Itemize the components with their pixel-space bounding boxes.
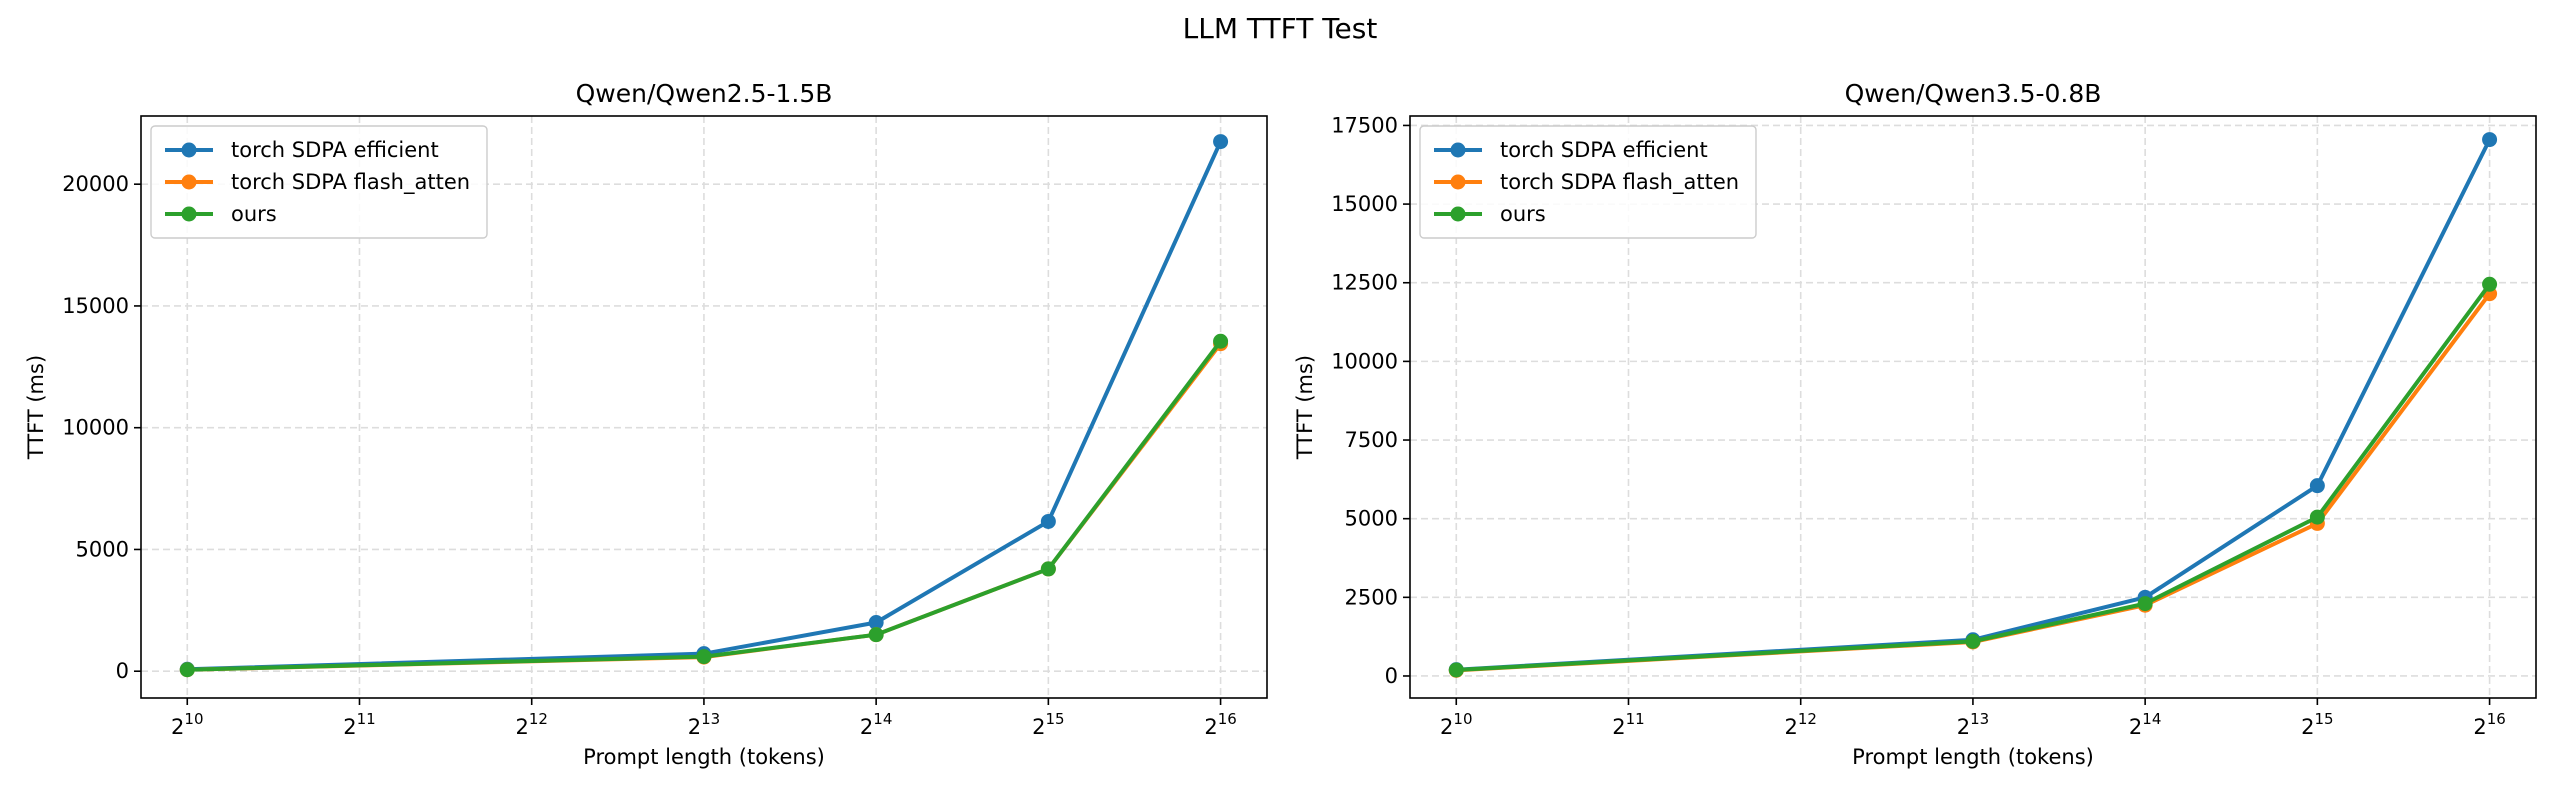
data-point xyxy=(2309,478,2325,494)
x-tick-label: 211 xyxy=(1612,710,1644,739)
x-tick-label: 212 xyxy=(1784,710,1816,739)
y-tick-label: 2500 xyxy=(1345,585,1398,609)
series-3 xyxy=(1448,276,2498,678)
chart-1: Qwen/Qwen2.5-1.5B 210 211 212 213 214 215 216 0 5… xyxy=(24,79,1268,769)
y-tick-label: 7500 xyxy=(1345,428,1398,452)
data-point xyxy=(868,627,884,643)
x-tick-label: 215 xyxy=(2301,710,2333,739)
data-point xyxy=(2137,596,2153,612)
x-tick-label: 210 xyxy=(1440,710,1472,739)
legend-label: torch SDPA efficient xyxy=(231,138,439,162)
y-tick-label: 10000 xyxy=(1331,349,1398,373)
data-point xyxy=(1213,333,1229,349)
x-tick-label: 214 xyxy=(860,710,892,739)
x-tick-label: 210 xyxy=(171,710,203,739)
data-point xyxy=(1448,662,1464,678)
data-point xyxy=(2482,132,2498,148)
x-axis-label: Prompt length (tokens) xyxy=(583,745,825,769)
x-tick-label: 215 xyxy=(1032,710,1064,739)
subplot-title: Qwen/Qwen3.5-0.8B xyxy=(1845,79,2102,108)
data-point xyxy=(1965,633,1981,649)
y-tick-label: 5000 xyxy=(76,537,129,561)
plots-container: Qwen/Qwen2.5-1.5B 210 211 212 213 214 215 216 0 5… xyxy=(24,79,2537,769)
data-point xyxy=(2482,276,2498,292)
legend: torch SDPA efficient torch SDPA flash_att… xyxy=(150,125,488,239)
x-axis-label: Prompt length (tokens) xyxy=(1852,745,2094,769)
y-tick-label: 15000 xyxy=(62,294,129,318)
y-axis-label: TTFT (ms) xyxy=(24,355,48,460)
x-tick-label: 214 xyxy=(2129,710,2161,739)
legend-label: torch SDPA flash_atten xyxy=(231,170,470,195)
legend-box xyxy=(150,125,488,239)
y-tick-label: 0 xyxy=(1385,664,1398,688)
subplot-title: Qwen/Qwen2.5-1.5B xyxy=(576,79,833,108)
y-tick-label: 17500 xyxy=(1331,113,1398,137)
x-tick-label: 213 xyxy=(688,710,720,739)
data-point xyxy=(1040,561,1056,577)
legend-marker xyxy=(1450,142,1466,158)
legend-box xyxy=(1419,125,1757,239)
series-3 xyxy=(179,333,1229,678)
y-tick-label: 5000 xyxy=(1345,507,1398,531)
legend-label: torch SDPA flash_atten xyxy=(1500,170,1739,195)
legend-label: ours xyxy=(1500,202,1546,226)
y-tick-label: 10000 xyxy=(62,416,129,440)
data-point xyxy=(2309,509,2325,525)
legend-marker xyxy=(1450,174,1466,190)
x-tick-label: 213 xyxy=(1957,710,1989,739)
figure-title: LLM TTFT Test xyxy=(1183,12,1378,45)
data-point xyxy=(179,662,195,678)
x-tick-label: 212 xyxy=(515,710,547,739)
data-point xyxy=(1213,134,1229,150)
x-tick-label: 216 xyxy=(2473,710,2505,739)
y-axis-label: TTFT (ms) xyxy=(1293,355,1317,460)
legend-marker xyxy=(181,174,197,190)
legend-label: ours xyxy=(231,202,277,226)
data-point xyxy=(696,649,712,665)
data-point xyxy=(868,615,884,631)
x-tick-label: 216 xyxy=(1204,710,1236,739)
y-tick-label: 20000 xyxy=(62,172,129,196)
legend: torch SDPA efficient torch SDPA flash_att… xyxy=(1419,125,1757,239)
y-tick-label: 15000 xyxy=(1331,192,1398,216)
legend-marker xyxy=(1450,206,1466,222)
y-tick-label: 12500 xyxy=(1331,271,1398,295)
legend-marker xyxy=(181,142,197,158)
data-point xyxy=(1040,513,1056,529)
chart-2: Qwen/Qwen3.5-0.8B 210 211 212 213 214 215 216 0 2… xyxy=(1293,79,2537,769)
legend-marker xyxy=(181,206,197,222)
x-tick-label: 211 xyxy=(343,710,375,739)
legend-label: torch SDPA efficient xyxy=(1500,138,1708,162)
y-tick-label: 0 xyxy=(116,659,129,683)
